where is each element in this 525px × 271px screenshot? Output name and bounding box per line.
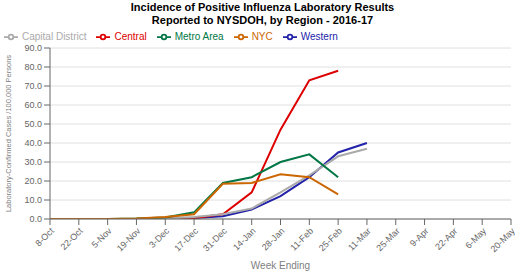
- svg-text:20.0: 20.0: [24, 176, 42, 186]
- svg-text:3-Dec: 3-Dec: [147, 226, 171, 250]
- svg-text:25-Mar: 25-Mar: [374, 226, 401, 253]
- svg-text:5-Nov: 5-Nov: [90, 226, 114, 250]
- html-text:Central: Central: [114, 30, 147, 42]
- svg-text:0.0: 0.0: [29, 214, 42, 224]
- svg-text:17-Dec: 17-Dec: [172, 226, 200, 254]
- svg-text:30.0: 30.0: [24, 157, 42, 167]
- svg-text:10.0: 10.0: [24, 195, 42, 205]
- svg-text:90.0: 90.0: [24, 43, 42, 53]
- svg-text:19-Nov: 19-Nov: [115, 226, 143, 254]
- html-text:Incidence of Positive Influenz: Incidence of Positive Influenza Laborato…: [130, 1, 395, 13]
- svg-text:50.0: 50.0: [24, 119, 42, 129]
- svg-text:31-Dec: 31-Dec: [201, 226, 229, 254]
- svg-text:25-Feb: 25-Feb: [317, 226, 344, 253]
- svg-text:Laboratory-Confirmed Cases /10: Laboratory-Confirmed Cases /100,000 Pers…: [4, 55, 13, 212]
- svg-text:22-Oct: 22-Oct: [59, 226, 86, 253]
- html-text:Reported to NYSDOH, by Region: Reported to NYSDOH, by Region - 2016-17: [151, 14, 374, 26]
- html-text:Capital District: Capital District: [22, 30, 87, 42]
- html-text:Metro Area: Metro Area: [174, 30, 224, 42]
- svg-text:60.0: 60.0: [24, 100, 42, 110]
- svg-text:40.0: 40.0: [24, 138, 42, 148]
- svg-text:80.0: 80.0: [24, 62, 42, 72]
- svg-text:11-Feb: 11-Feb: [288, 226, 315, 253]
- svg-text:11-Mar: 11-Mar: [346, 226, 373, 253]
- svg-text:22-Apr: 22-Apr: [433, 226, 459, 252]
- svg-text:8-Oct: 8-Oct: [33, 226, 56, 249]
- svg-text:14-Jan: 14-Jan: [231, 226, 258, 253]
- html-text:Western: Western: [300, 30, 338, 42]
- svg-text:70.0: 70.0: [24, 81, 42, 91]
- svg-text:9-Apr: 9-Apr: [408, 226, 431, 249]
- svg-text:Week Ending: Week Ending: [251, 260, 310, 271]
- svg-text:28-Jan: 28-Jan: [260, 226, 287, 253]
- svg-text:6-May: 6-May: [463, 226, 488, 251]
- svg-text:20-May: 20-May: [489, 226, 518, 255]
- html-text:NYC: NYC: [251, 30, 273, 42]
